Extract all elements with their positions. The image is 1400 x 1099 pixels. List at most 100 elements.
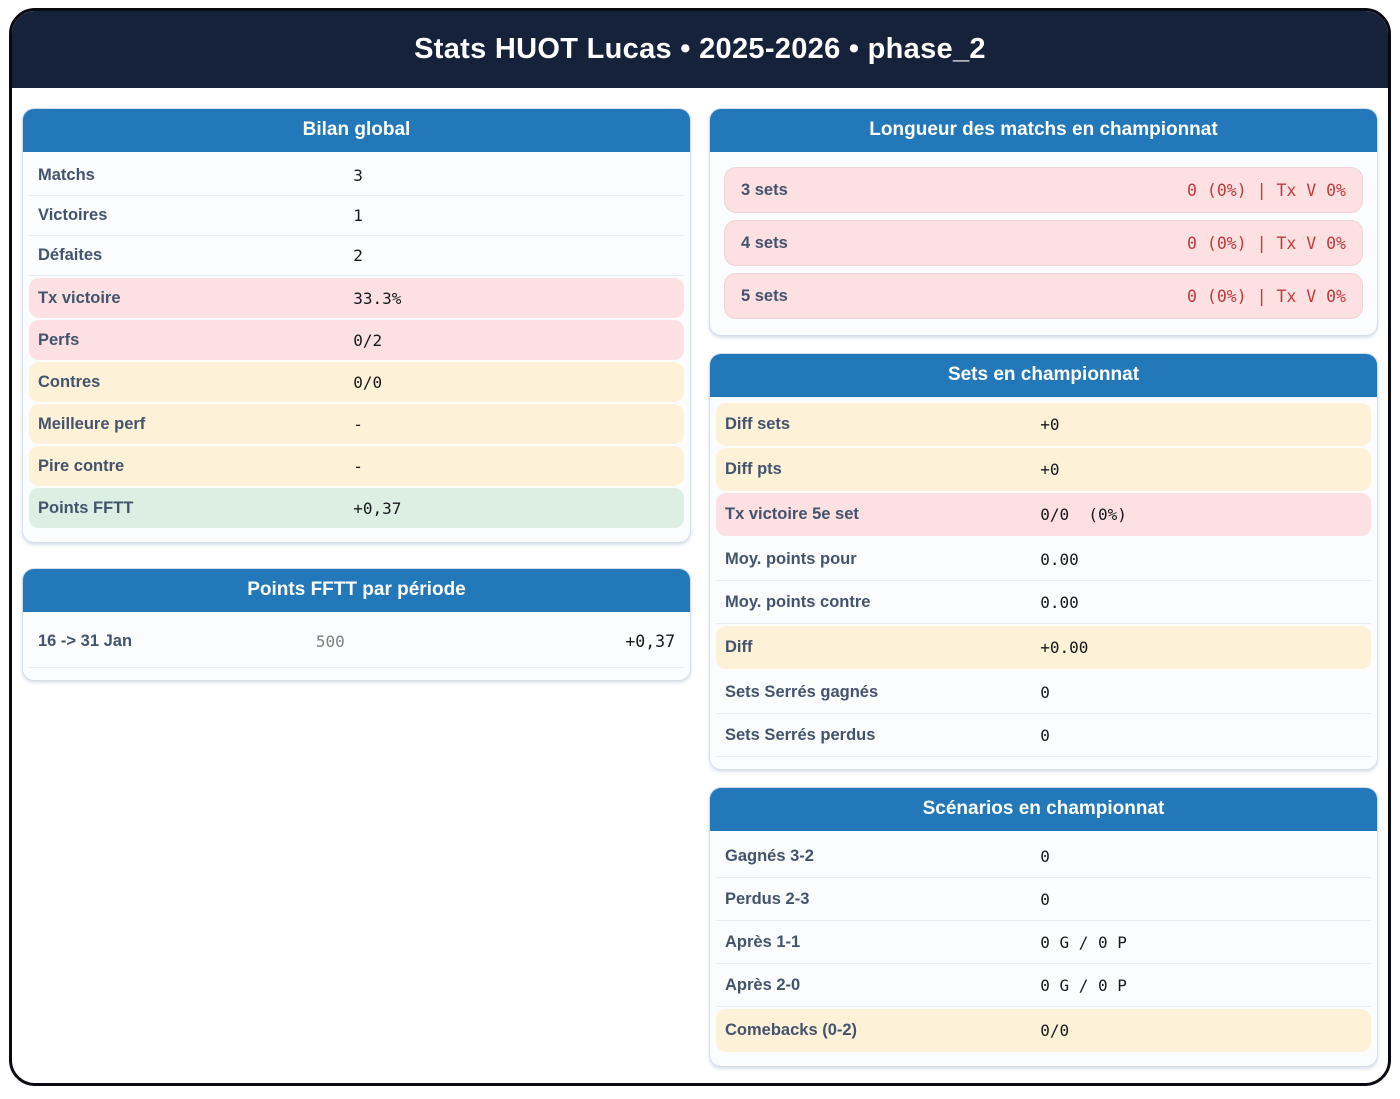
- stat-value: -: [353, 456, 363, 476]
- stat-label: Pire contre: [38, 456, 125, 475]
- stat-label: Contres: [38, 372, 101, 391]
- stat-label: Tx victoire 5e set: [725, 505, 859, 523]
- stat-label: Perfs: [38, 330, 80, 349]
- stat-row: Diff +0.00: [716, 626, 1371, 669]
- stat-value: +0: [1040, 415, 1060, 434]
- stat-row: 5 sets 0 (0%) | Tx V 0%: [724, 273, 1363, 319]
- stat-row: Comebacks (0-2) 0/0: [716, 1009, 1371, 1052]
- stat-label: Tx victoire: [38, 288, 121, 307]
- stat-row: Sets Serrés gagnés 0: [716, 671, 1371, 714]
- stat-label: 4 sets: [741, 233, 788, 252]
- stat-label: Matchs: [38, 166, 95, 184]
- stat-label: Victoires: [38, 206, 108, 224]
- stat-value: 0: [1040, 725, 1050, 745]
- stat-value: 33.3%: [353, 288, 402, 308]
- stat-label: Moy. points contre: [725, 592, 871, 611]
- card-scenarios-championnat-body: Gagnés 3-2 0 Perdus 2-3 0 Après 1-1 0 G / 0 P…: [710, 831, 1377, 1066]
- stat-row: Perdus 2-3 0: [716, 878, 1371, 921]
- left-column: Bilan global Matchs 3 Victoires 1 Défaites 2 T…: [22, 108, 691, 681]
- stat-row: Défaites 2: [29, 236, 684, 276]
- stat-value: 0 (0%) | Tx V 0%: [1187, 180, 1346, 200]
- stat-value: 0: [1040, 846, 1050, 866]
- stat-row: Points FFTT +0,37: [29, 488, 684, 528]
- card-sets-championnat-title: Sets en championnat: [710, 354, 1377, 397]
- stat-label: Gagnés 3-2: [725, 846, 814, 865]
- card-longueur-matchs-title: Longueur des matchs en championnat: [710, 109, 1377, 152]
- card-sets-championnat-body: Diff sets +0 Diff pts +0 Tx victoire 5e set 0…: [710, 397, 1377, 769]
- stat-label: Comebacks (0-2): [725, 1021, 858, 1039]
- stat-label: Après 1-1: [725, 932, 801, 951]
- stat-row: Pire contre -: [29, 446, 684, 486]
- stat-label: Sets Serrés gagnés: [725, 682, 879, 701]
- stat-row: Victoires 1: [29, 196, 684, 236]
- stat-value: 0.00: [1040, 592, 1079, 612]
- stat-value: +0: [1040, 460, 1060, 479]
- stat-value: 0.00: [1040, 549, 1079, 569]
- stat-row: Diff pts +0: [716, 448, 1371, 491]
- stat-row: Gagnés 3-2 0: [716, 835, 1371, 878]
- page-frame: Stats HUOT Lucas • 2025-2026 • phase_2 B…: [9, 8, 1391, 1086]
- stat-value: 0 (0%) | Tx V 0%: [1187, 233, 1346, 253]
- stat-label: Points FFTT: [38, 498, 134, 517]
- stat-label: Moy. points pour: [725, 549, 857, 568]
- stat-label: Après 2-0: [725, 975, 801, 994]
- stat-label: 16 -> 31 Jan: [38, 632, 133, 650]
- stat-value: 0/0 (0%): [1040, 505, 1127, 524]
- stat-value: -: [353, 414, 363, 434]
- stat-value: 0 G / 0 P: [1040, 975, 1127, 995]
- page-title: Stats HUOT Lucas • 2025-2026 • phase_2: [414, 33, 986, 65]
- stat-label: Perdus 2-3: [725, 889, 810, 908]
- stat-row: Perfs 0/2: [29, 320, 684, 360]
- stat-value: 0: [1040, 682, 1050, 702]
- stat-value: 1: [353, 206, 363, 225]
- stat-value: 3: [353, 166, 363, 185]
- card-longueur-matchs: Longueur des matchs en championnat 3 set…: [709, 108, 1378, 336]
- stat-label: Diff: [725, 638, 753, 656]
- stat-row: Tx victoire 33.3%: [29, 278, 684, 318]
- stat-row: Moy. points contre 0.00: [716, 581, 1371, 624]
- stat-row: 16 -> 31 Jan 500 +0,37: [29, 616, 684, 668]
- stat-value: 0 G / 0 P: [1040, 932, 1127, 952]
- stat-value: 0/0: [1040, 1021, 1070, 1040]
- stat-row: Tx victoire 5e set 0/0 (0%): [716, 493, 1371, 536]
- card-points-periode: Points FFTT par période 16 -> 31 Jan 500 +…: [22, 568, 691, 681]
- stat-value: 0/0: [353, 372, 383, 392]
- stat-label: 5 sets: [741, 286, 788, 305]
- stat-label: Défaites: [38, 246, 103, 264]
- content: Bilan global Matchs 3 Victoires 1 Défaites 2 T…: [12, 88, 1388, 1083]
- card-longueur-matchs-body: 3 sets 0 (0%) | Tx V 0% 4 sets 0 (0%) | Tx …: [710, 152, 1377, 335]
- stat-row: Matchs 3: [29, 156, 684, 196]
- stat-mid-value: 500: [315, 632, 345, 651]
- page-header: Stats HUOT Lucas • 2025-2026 • phase_2: [12, 11, 1388, 88]
- stat-value: +0.00: [1040, 638, 1089, 657]
- card-scenarios-championnat-title: Scénarios en championnat: [710, 788, 1377, 831]
- stat-row: Diff sets +0: [716, 403, 1371, 446]
- stat-row: Meilleure perf -: [29, 404, 684, 444]
- stat-row: 4 sets 0 (0%) | Tx V 0%: [724, 220, 1363, 266]
- stat-label: Sets Serrés perdus: [725, 725, 876, 744]
- stat-row: Contres 0/0: [29, 362, 684, 402]
- stat-value: 0/2: [353, 330, 383, 350]
- card-bilan-global-title: Bilan global: [23, 109, 690, 152]
- card-points-periode-body: 16 -> 31 Jan 500 +0,37: [23, 612, 690, 680]
- stat-row: Après 1-1 0 G / 0 P: [716, 921, 1371, 964]
- stat-label: Diff sets: [725, 415, 791, 433]
- card-bilan-global-body: Matchs 3 Victoires 1 Défaites 2 Tx victoire 33.…: [23, 152, 690, 542]
- stat-value: 0: [1040, 889, 1050, 909]
- stat-row: 3 sets 0 (0%) | Tx V 0%: [724, 167, 1363, 213]
- stat-row: Sets Serrés perdus 0: [716, 714, 1371, 757]
- stat-label: Meilleure perf: [38, 414, 146, 433]
- card-points-periode-title: Points FFTT par période: [23, 569, 690, 612]
- right-column: Longueur des matchs en championnat 3 set…: [709, 108, 1378, 1067]
- card-sets-championnat: Sets en championnat Diff sets +0 Diff pts +…: [709, 353, 1378, 770]
- stat-value: 0 (0%) | Tx V 0%: [1187, 286, 1346, 306]
- stat-row: Moy. points pour 0.00: [716, 538, 1371, 581]
- card-scenarios-championnat: Scénarios en championnat Gagnés 3-2 0 Perd…: [709, 787, 1378, 1067]
- stat-value: +0,37: [625, 632, 675, 651]
- stat-value: 2: [353, 246, 363, 265]
- stat-row: Après 2-0 0 G / 0 P: [716, 964, 1371, 1007]
- stat-label: 3 sets: [741, 180, 788, 199]
- stat-value: +0,37: [353, 498, 402, 518]
- card-bilan-global: Bilan global Matchs 3 Victoires 1 Défaites 2 T…: [22, 108, 691, 543]
- stat-label: Diff pts: [725, 460, 782, 478]
